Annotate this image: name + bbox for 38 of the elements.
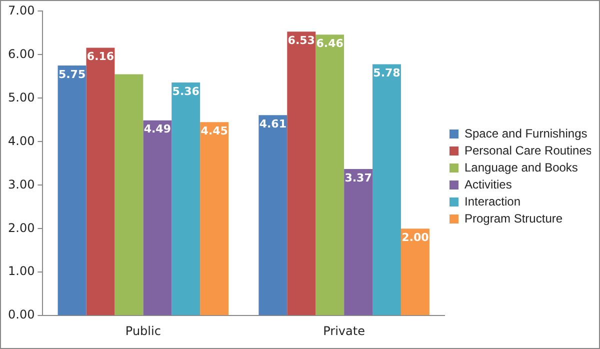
data-label: 5.36 — [172, 84, 200, 98]
data-label: 5.75 — [58, 68, 86, 81]
bar — [114, 74, 144, 316]
bar — [400, 228, 430, 316]
bar — [316, 34, 344, 316]
bar — [172, 82, 200, 316]
legend-label: Activities — [464, 177, 512, 192]
legend-label: Space and Furnishings — [464, 126, 588, 140]
legend-label: Language and Books — [464, 160, 578, 174]
y-tick-label: 3.00 — [8, 177, 35, 192]
y-tick-label: 6.00 — [8, 46, 35, 61]
data-label: 2.00 — [402, 230, 430, 244]
bar — [58, 66, 86, 316]
legend-label: Interaction — [464, 194, 521, 208]
legend-label: Program Structure — [464, 211, 563, 226]
bar — [86, 48, 115, 316]
bar — [258, 115, 288, 316]
y-tick-label: 1.00 — [8, 264, 35, 278]
data-label: 4.49 — [144, 122, 171, 136]
bar — [143, 120, 172, 316]
data-label: 5.78 — [373, 66, 400, 80]
y-tick-label: 4.00 — [8, 134, 35, 148]
y-tick-label: 5.00 — [8, 90, 35, 104]
data-label: 6.53 — [288, 34, 315, 47]
y-tick-label: 7.00 — [8, 3, 35, 18]
bar — [287, 32, 316, 316]
y-tick-label: 0.00 — [8, 308, 35, 322]
data-label: 4.45 — [200, 124, 228, 138]
bar — [344, 169, 373, 316]
x-tick-label: Public — [125, 324, 161, 338]
data-label: 6.16 — [86, 50, 114, 64]
bar — [200, 122, 229, 316]
x-tick-label: Private — [323, 324, 365, 338]
data-label: 4.61 — [259, 117, 286, 130]
bar — [372, 64, 401, 316]
data-label: 6.46 — [316, 37, 344, 50]
data-label: 3.37 — [344, 171, 372, 184]
y-tick-label: 2.00 — [8, 220, 35, 235]
